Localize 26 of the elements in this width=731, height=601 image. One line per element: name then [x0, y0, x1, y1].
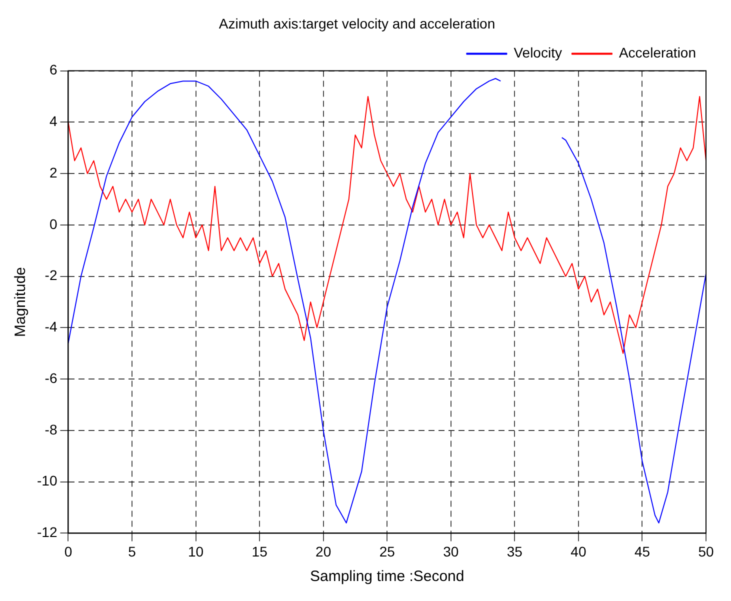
chart-title: Azimuth axis:target velocity and acceleration: [218, 15, 496, 32]
y-tick-label: 4: [49, 113, 58, 130]
x-tick-label: 35: [506, 543, 523, 560]
x-tick-label: 5: [128, 543, 136, 560]
y-tick-label: -8: [44, 421, 58, 438]
legend-label: Velocity: [514, 44, 562, 61]
x-tick-label: 0: [64, 543, 72, 560]
x-axis-title: Sampling time :Second: [310, 568, 464, 586]
y-tick-label: -12: [37, 524, 58, 540]
y-axis-title: Magnitude: [12, 266, 30, 338]
x-tick-label: 10: [188, 543, 204, 560]
x-tick-label: 20: [316, 543, 332, 560]
x-tick-label: 50: [698, 543, 714, 560]
y-tick-label: 2: [49, 164, 58, 180]
y-tick-label: -10: [37, 472, 58, 489]
x-tick-label: 25: [379, 543, 396, 560]
y-tick-label: 0: [49, 216, 58, 232]
x-tick-label: 45: [634, 543, 650, 560]
y-tick-label: -4: [44, 318, 58, 335]
x-tick-label: 30: [443, 543, 459, 560]
x-tick-label: 15: [252, 543, 268, 560]
y-tick-label: -6: [44, 370, 58, 386]
y-tick-label: -2: [44, 267, 58, 284]
y-tick-label: 6: [49, 62, 58, 78]
legend-label: Acceleration: [618, 44, 696, 61]
x-tick-label: 40: [570, 543, 586, 560]
